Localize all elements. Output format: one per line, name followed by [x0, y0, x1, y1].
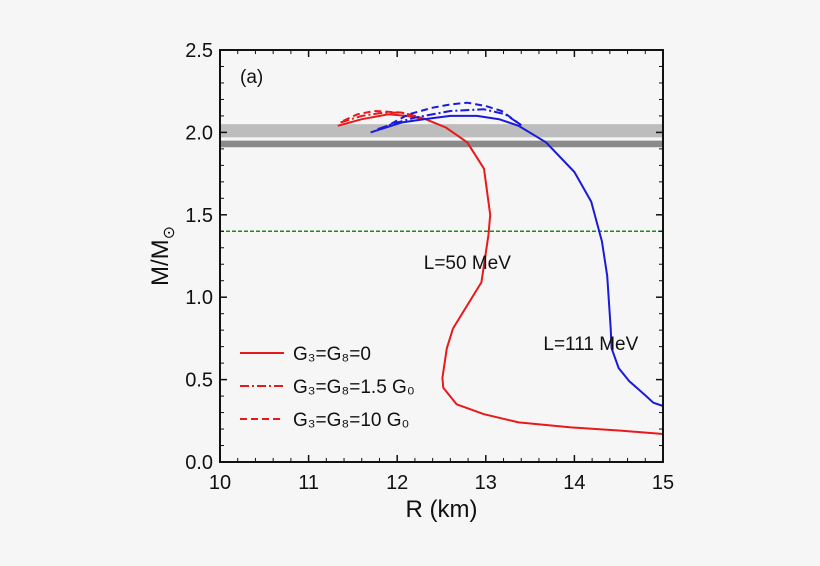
series-dashed-2 — [342, 110, 426, 122]
series-dashdot-4 — [377, 108, 523, 131]
y-tick-label: 2.0 — [185, 122, 213, 144]
legend-label: G₃=G₈=1.5 G₀ — [293, 377, 415, 398]
legend-label: G₃=G₈=0 — [293, 344, 371, 365]
panel-label: (a) — [240, 67, 263, 88]
y-tick-label: 2.5 — [185, 40, 213, 62]
legend-label: G₃=G₈=10 G₀ — [293, 410, 409, 431]
observation-band-0 — [220, 124, 663, 138]
x-tick-label: 15 — [652, 472, 674, 494]
legend-item: G₃=G₈=0 — [240, 344, 371, 365]
series-solid-3 — [370, 114, 664, 407]
y-axis-label-sub: ⊙ — [161, 226, 178, 239]
y-tick-label: 0.5 — [185, 370, 213, 392]
legend-item: G₃=G₈=10 G₀ — [240, 410, 409, 431]
y-tick-label: 0.0 — [185, 452, 213, 474]
plot-frame — [219, 49, 664, 463]
legend: G₃=G₈=0 G₃=G₈=1.5 G₀ G₃=G₈=10 G₀ — [240, 344, 415, 431]
x-tick-label: 11 — [298, 472, 319, 494]
legend-item: G₃=G₈=1.5 G₀ — [240, 377, 415, 398]
y-tick-label: 1.5 — [185, 205, 213, 227]
series-dashed-5 — [380, 101, 523, 130]
x-tick-label: 14 — [563, 472, 585, 494]
annotation-label: L=111 MeV — [543, 334, 638, 355]
series-dashdot-1 — [340, 111, 426, 124]
x-tick-label: 13 — [475, 472, 497, 494]
x-axis-label: R (km) — [406, 496, 478, 523]
y-tick-label: 1.0 — [185, 287, 213, 309]
y-axis-label: M/M⊙ — [147, 226, 178, 286]
x-tick-label: 12 — [386, 472, 408, 494]
observation-band-1 — [220, 140, 663, 148]
x-tick-label: 10 — [209, 472, 231, 494]
annotation-label: L=50 MeV — [424, 253, 511, 274]
